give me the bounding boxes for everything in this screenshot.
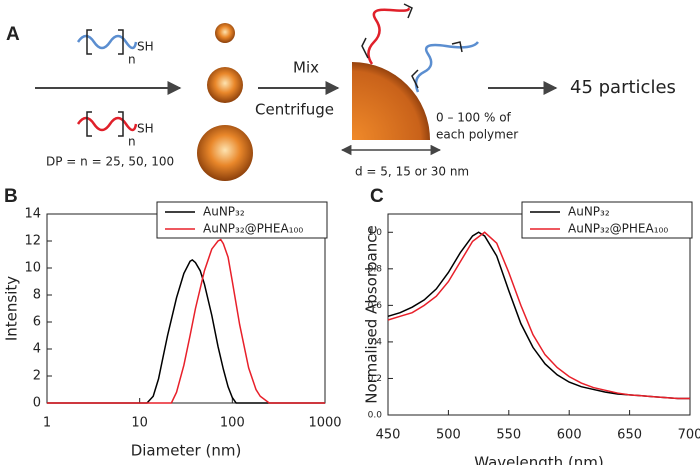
y-tick-label: 0.8: [368, 264, 383, 274]
x-axis-label: Diameter (nm): [131, 442, 242, 460]
x-tick-label: 10: [131, 416, 148, 431]
legend-label: AuNP₃₂: [568, 205, 610, 219]
particle: [215, 23, 235, 43]
bracket: [411, 41, 463, 89]
red-polymer: [76, 116, 138, 132]
chart: C 0.0 0.2 0.4 0.6 0.8 1.0 450 500 550 600 650 700 Wav…: [363, 186, 700, 465]
particle-quarter: [352, 62, 430, 140]
bracket: [86, 111, 124, 137]
x-tick-label: 600: [557, 428, 582, 443]
y-tick-label: 4: [33, 342, 41, 357]
x-tick-label: 700: [678, 428, 700, 443]
y-tick-label: 0.6: [368, 301, 383, 311]
y-tick-label: 0.2: [368, 374, 382, 384]
x-tick-label: 1000: [308, 416, 341, 431]
dp-text: DP = n = 25, 50, 100: [46, 155, 174, 169]
y-tick-label: 14: [24, 207, 41, 222]
y-tick-label: 2: [33, 369, 41, 384]
x-tick-label: 100: [220, 416, 245, 431]
legend-box: [521, 201, 693, 239]
end-group: SH: [137, 122, 154, 136]
y-axis-label: Intensity: [3, 276, 21, 341]
percent-text: 0 – 100 % of: [436, 111, 512, 125]
blue-polymer: [414, 41, 479, 93]
mix-label: Mix: [293, 59, 319, 77]
panel-label: B: [4, 186, 18, 207]
particle: [197, 125, 253, 181]
x-axis-label: Wavelength (nm): [474, 454, 604, 465]
y-axis-label: Normalised Absorbance: [363, 225, 381, 403]
result-text: 45 particles: [570, 77, 676, 98]
legend-label: AuNP₃₂@PHEA₁₀₀: [568, 222, 668, 236]
x-tick-label: 500: [436, 428, 461, 443]
y-tick-label: 0.4: [368, 337, 383, 347]
legend-label: AuNP₃₂@PHEA₁₀₀: [203, 222, 303, 236]
y-tick-label: 0: [33, 396, 41, 411]
plot-frame: [387, 213, 691, 416]
legend-box: [156, 201, 328, 239]
repeat-symbol: n: [128, 53, 136, 67]
bracket: [361, 3, 413, 59]
data-line: [47, 238, 325, 404]
repeat-symbol: n: [128, 135, 136, 149]
plot-frame: [46, 213, 326, 404]
data-line: [387, 231, 690, 400]
size-text: d = 5, 15 or 30 nm: [355, 165, 469, 179]
data-line: [47, 258, 325, 404]
y-tick-label: 10: [24, 261, 41, 276]
x-tick-label: 1: [43, 416, 51, 431]
legend-label: AuNP₃₂: [203, 205, 245, 219]
bracket: [86, 29, 124, 55]
percent-text: each polymer: [436, 128, 518, 142]
panel-label: C: [370, 186, 384, 207]
y-tick-label: 0.0: [368, 411, 383, 421]
panel-label: A: [6, 24, 20, 45]
panel-a: A n SH n SH DP = n = 25, 50, 100 Mix Cen…: [6, 3, 676, 181]
y-tick-label: 8: [33, 288, 41, 303]
end-group: SH: [137, 40, 154, 54]
chart: B 0 2 4 6 8 10 12 14 1 10 100 1000 Diameter (nm) Inten…: [3, 186, 342, 459]
x-tick-label: 650: [617, 428, 642, 443]
data-line: [387, 231, 690, 400]
red-polymer: [367, 7, 410, 65]
y-tick-label: 1.0: [368, 228, 383, 238]
particle: [207, 67, 243, 103]
x-tick-label: 550: [496, 428, 521, 443]
blue-polymer: [76, 34, 138, 50]
x-tick-label: 450: [376, 428, 401, 443]
centrifuge-label: Centrifuge: [255, 101, 334, 119]
y-tick-label: 12: [24, 234, 41, 249]
y-tick-label: 6: [33, 315, 41, 330]
